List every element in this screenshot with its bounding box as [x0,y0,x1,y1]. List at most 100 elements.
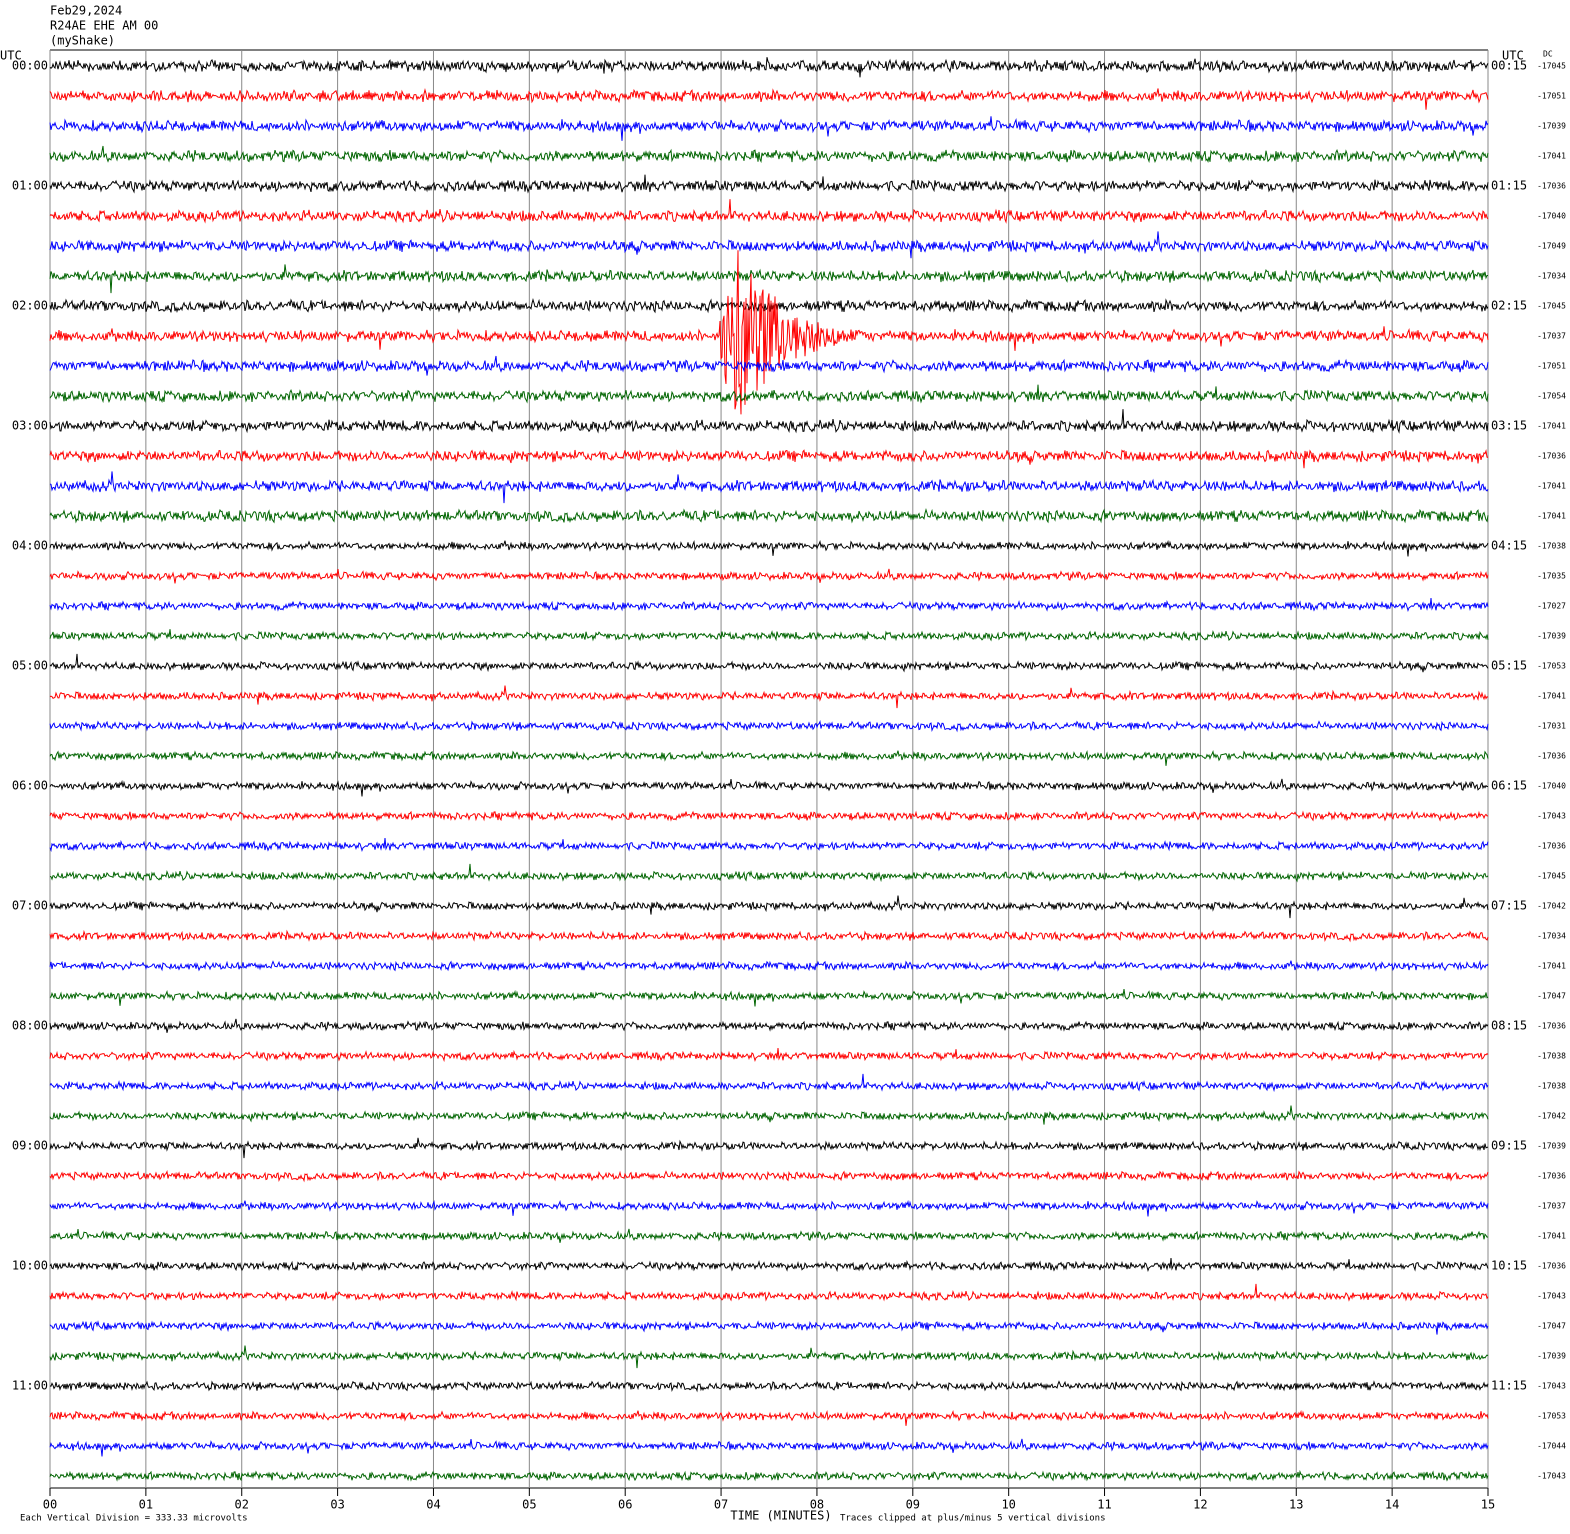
hour-label: 01:15 [1491,179,1527,193]
dc-value: -17036 [1537,842,1566,851]
dc-value: -17037 [1537,332,1566,341]
trace [49,355,1489,376]
dc-title: DC [1543,50,1553,59]
trace [49,174,1489,194]
left-axis-title: UTC [0,49,22,63]
x-tick-label: 06 [618,1498,632,1512]
trace [49,685,1489,709]
trace [49,384,1489,404]
x-tick-label: 05 [522,1498,536,1512]
hour-label: 04:15 [1491,539,1527,553]
hour-label: 05:15 [1491,659,1527,673]
dc-value: -17041 [1537,422,1566,431]
trace [49,895,1489,919]
dc-value: -17038 [1537,1082,1566,1091]
dc-value: -17036 [1537,1022,1566,1031]
trace [49,568,1489,584]
x-tick-label: 11 [1097,1498,1111,1512]
trace [49,1380,1489,1393]
dc-value: -17047 [1537,992,1566,1001]
trace [49,989,1489,1007]
dc-value: -17043 [1537,1472,1566,1481]
trace [49,720,1489,733]
dc-value: -17036 [1537,1172,1566,1181]
dc-value: -17042 [1537,902,1566,911]
hour-label: 07:15 [1491,899,1527,913]
dc-value: -17041 [1537,152,1566,161]
trace [49,1409,1489,1426]
hour-label: 01:00 [12,179,48,193]
hour-label: 11:15 [1491,1379,1527,1393]
trace [49,810,1488,822]
dc-value: -17041 [1537,512,1566,521]
trace [49,1283,1489,1302]
clip-note: Traces clipped at plus/minus 5 vertical … [840,1514,1106,1524]
hour-label: 09:15 [1491,1139,1527,1153]
dc-value: -17045 [1537,62,1566,71]
hour-label: 04:00 [12,539,48,553]
hour-label: 06:00 [12,779,48,793]
dc-value: -17041 [1537,482,1566,491]
trace [49,778,1489,797]
trace [49,471,1489,504]
dc-value: -17035 [1537,572,1566,581]
dc-value: -17041 [1537,962,1566,971]
hour-label: 05:00 [12,659,48,673]
hour-label: 08:00 [12,1019,48,1033]
dc-value: -17053 [1537,1412,1566,1421]
trace [49,653,1489,673]
dc-value: -17038 [1537,1052,1566,1061]
trace [49,929,1489,943]
x-tick-label: 01 [139,1498,153,1512]
trace [49,539,1489,557]
dc-value: -17039 [1537,1142,1566,1151]
trace [49,57,1489,78]
trace [49,1199,1489,1217]
dc-value: -17051 [1537,362,1566,371]
dc-value: -17040 [1537,212,1566,221]
dc-value: -17036 [1537,1262,1566,1271]
x-tick-label: 15 [1481,1498,1495,1512]
x-tick-label: 12 [1193,1498,1207,1512]
trace [49,837,1489,853]
trace [49,199,1489,224]
dc-value: -17034 [1537,932,1566,941]
x-tick-label: 10 [1001,1498,1015,1512]
dc-value: -17039 [1537,1352,1566,1361]
dc-value: -17043 [1537,812,1566,821]
trace [49,1073,1489,1093]
trace [49,629,1489,642]
trace [49,1228,1489,1243]
dc-value: -17031 [1537,722,1566,731]
dc-value: -17036 [1537,752,1566,761]
hour-label: 00:15 [1491,59,1527,73]
dc-value: -17045 [1537,302,1566,311]
header-line: (myShake) [50,34,115,48]
x-tick-label: 08 [810,1498,824,1512]
dc-value: -17042 [1537,1112,1566,1121]
x-tick-label: 09 [906,1498,920,1512]
trace [49,1469,1489,1483]
hour-label: 03:00 [12,419,48,433]
hour-label: 02:00 [12,299,48,313]
dc-value: -17041 [1537,692,1566,701]
dc-value: -17044 [1537,1442,1566,1451]
trace [49,145,1489,164]
trace [49,749,1489,766]
x-axis-label: TIME (MINUTES) [730,1509,831,1523]
dc-value: -17039 [1537,122,1566,131]
dc-value: -17034 [1537,272,1566,281]
x-tick-label: 00 [43,1498,57,1512]
x-tick-label: 14 [1385,1498,1399,1512]
trace [49,1170,1489,1183]
hour-label: 03:15 [1491,419,1527,433]
dc-value: -17043 [1537,1292,1566,1301]
dc-value: -17043 [1537,1382,1566,1391]
trace [49,508,1489,524]
x-tick-label: 13 [1289,1498,1303,1512]
trace [49,264,1488,294]
hour-label: 02:15 [1491,299,1527,313]
trace [49,863,1489,883]
dc-value: -17041 [1537,1232,1566,1241]
